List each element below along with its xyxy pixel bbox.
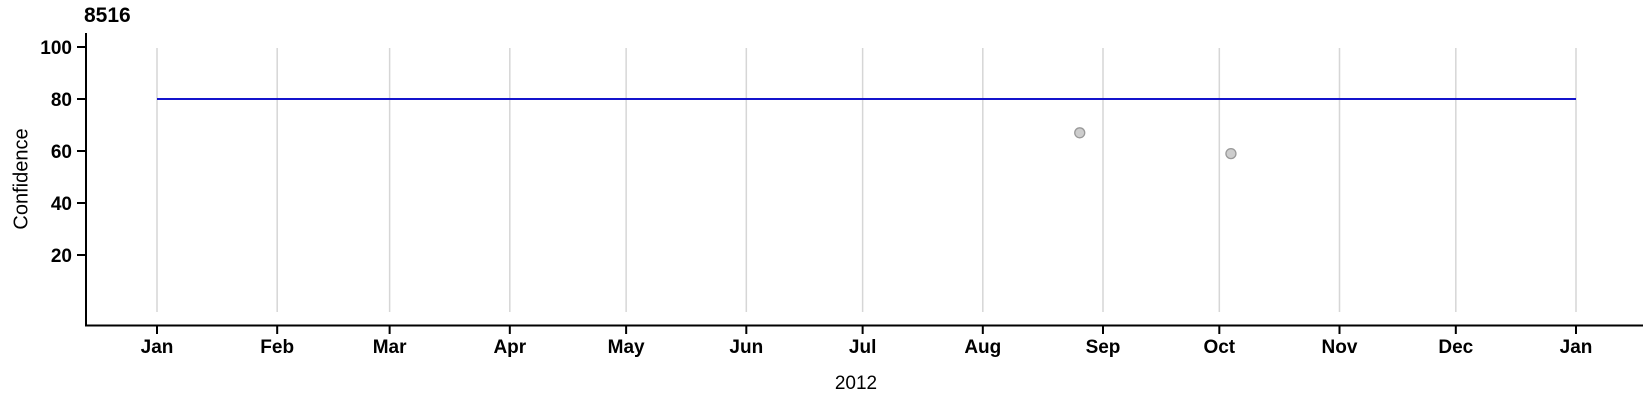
x-tick-label: Jan [141,337,174,358]
x-tick-label: Aug [964,337,1001,358]
x-tick-label: Mar [373,337,407,358]
y-tick-label: 20 [51,246,72,267]
x-tick-label: Dec [1438,337,1473,358]
x-tick-label: Oct [1203,337,1235,358]
y-axis-title: Confidence [10,128,33,230]
y-tick-label: 60 [51,142,72,163]
x-tick-label: Jan [1560,337,1593,358]
x-tick-label: Nov [1322,337,1358,358]
y-tick-label: 80 [51,90,72,111]
x-tick-label: Jul [849,337,876,358]
x-tick-label: Sep [1086,337,1121,358]
chart-title: 8516 [84,4,131,27]
y-tick-label: 100 [40,38,72,59]
x-tick-label: May [608,337,645,358]
x-tick-label: Apr [493,337,526,358]
x-tick-label: Jun [729,337,763,358]
data-point [1074,127,1086,139]
x-tick-label: Feb [260,337,294,358]
x-axis-title: 2012 [834,373,878,394]
y-tick-label: 40 [51,194,72,215]
data-point [1225,147,1237,160]
